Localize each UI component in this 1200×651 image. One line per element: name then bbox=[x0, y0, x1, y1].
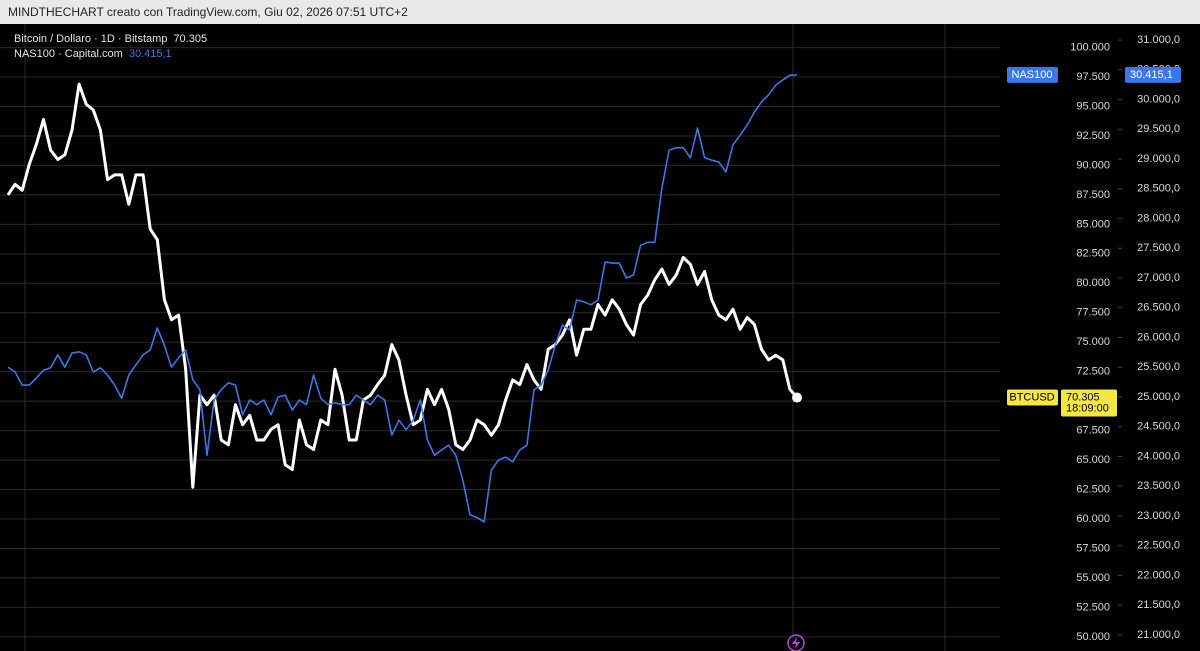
y-tick-label: 55.000 bbox=[1076, 572, 1110, 584]
y-tick-label: 65.000 bbox=[1076, 454, 1110, 466]
y2-tick-label: 29.000,0 bbox=[1137, 153, 1180, 165]
y-tick-label: 57.500 bbox=[1076, 542, 1110, 554]
value-tag-bg bbox=[1125, 66, 1181, 83]
series-line bbox=[6, 82, 799, 489]
y-tick-label: 60.000 bbox=[1076, 513, 1110, 525]
alert-bolt bbox=[792, 637, 800, 649]
y-tick-label: 62.500 bbox=[1076, 483, 1110, 495]
y-tick-label: 77.500 bbox=[1076, 307, 1110, 319]
countdown: 18:09:00 bbox=[1066, 402, 1109, 414]
y-tick-label: 87.500 bbox=[1076, 189, 1110, 201]
y2-tick-label: 25.000,0 bbox=[1137, 391, 1180, 403]
legend-value: 70.305 bbox=[173, 33, 207, 45]
legend: Bitcoin / Dollaro · 1D · Bitstamp 70.305 N… bbox=[14, 33, 207, 60]
header-title: MINDTHECHART creato con TradingView.com,… bbox=[8, 5, 408, 19]
y-tick-label: 80.000 bbox=[1076, 277, 1110, 289]
y2-tick-label: 23.500,0 bbox=[1137, 480, 1180, 492]
y2-tick-label: 25.500,0 bbox=[1137, 361, 1180, 373]
y2-tick-label: 26.000,0 bbox=[1137, 331, 1180, 343]
y2-tick-label: 27.500,0 bbox=[1137, 242, 1180, 254]
y2-tick-label: 21.500,0 bbox=[1137, 599, 1180, 611]
value-tag: 30.415,1 bbox=[1130, 69, 1173, 81]
y-tick-label: 92.500 bbox=[1076, 130, 1110, 142]
legend-name: NAS100 · Capital.com bbox=[14, 48, 123, 60]
y-tick-label: 97.500 bbox=[1076, 71, 1110, 83]
legend-name: Bitcoin / Dollaro · 1D · Bitstamp bbox=[14, 33, 167, 45]
y-tick-label: 90.000 bbox=[1076, 159, 1110, 171]
symbol-tag: BTCUSD bbox=[1009, 391, 1054, 403]
y2-tick-label: 29.500,0 bbox=[1137, 123, 1180, 135]
y-tick-label: 52.500 bbox=[1076, 601, 1110, 613]
series-line bbox=[7, 74, 798, 523]
y2-tick-label: 24.000,0 bbox=[1137, 450, 1180, 462]
value-tag: 70.305 bbox=[1066, 391, 1100, 403]
value-tag-bg bbox=[1061, 389, 1117, 417]
y2-tick-label: 24.500,0 bbox=[1137, 421, 1180, 433]
y-tick-label: 67.500 bbox=[1076, 425, 1110, 437]
plot-background bbox=[0, 24, 1200, 651]
y-tick-label: 100.000 bbox=[1070, 41, 1110, 53]
y2-tick-label: 28.000,0 bbox=[1137, 212, 1180, 224]
y2-tick-label: 22.000,0 bbox=[1137, 569, 1180, 581]
y2-tick-label: 30.000,0 bbox=[1137, 93, 1180, 105]
y-tick-label: 75.000 bbox=[1076, 336, 1110, 348]
header-bar bbox=[0, 0, 1200, 24]
series-lines bbox=[6, 74, 802, 523]
alert-icon[interactable] bbox=[787, 634, 805, 651]
y2-tick-label: 28.500,0 bbox=[1137, 183, 1180, 195]
symbol-tag: NAS100 bbox=[1012, 69, 1053, 81]
y2-tick-label: 21.000,0 bbox=[1137, 629, 1180, 641]
y-tick-label: 82.500 bbox=[1076, 248, 1110, 260]
y-tick-label: 85.000 bbox=[1076, 218, 1110, 230]
last-point bbox=[792, 392, 802, 403]
grid: 50.000 52.500 55.000 57.500 60.000 62.500 65.0… bbox=[0, 34, 1180, 643]
y2-tick-label: 26.500,0 bbox=[1137, 302, 1180, 314]
y-tick-label: 95.000 bbox=[1076, 100, 1110, 112]
y2-tick-label: 22.500,0 bbox=[1137, 540, 1180, 552]
y2-tick-label: 31.000,0 bbox=[1137, 34, 1180, 46]
y2-tick-label: 27.000,0 bbox=[1137, 272, 1180, 284]
legend-value: 30.415,1 bbox=[129, 48, 172, 60]
y-tick-label: 50.000 bbox=[1076, 631, 1110, 643]
symbol-tag-bg bbox=[1007, 66, 1058, 83]
y2-tick-label: 23.000,0 bbox=[1137, 510, 1180, 522]
y-tick-label: 72.500 bbox=[1076, 366, 1110, 378]
symbol-tag-bg bbox=[1007, 389, 1058, 406]
